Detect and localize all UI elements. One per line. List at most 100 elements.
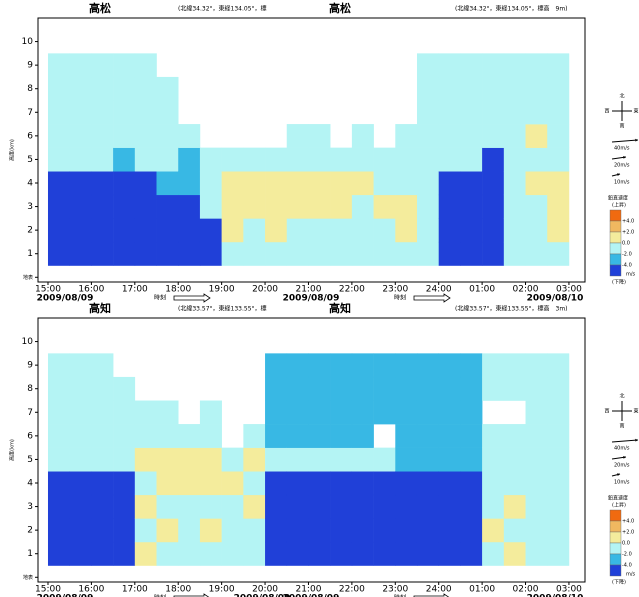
velocity-cell (48, 218, 70, 242)
velocity-cell (135, 495, 157, 519)
velocity-cell (526, 542, 548, 566)
time-label: 時刻 (394, 594, 406, 597)
velocity-cell (200, 471, 222, 495)
velocity-cell (439, 424, 461, 448)
velocity-cell (287, 124, 309, 148)
velocity-cell (330, 542, 352, 566)
station-location: (北緯33.57°，東経133.55°，標高 3m) (455, 305, 568, 313)
velocity-cell (395, 401, 417, 425)
velocity-cell (374, 242, 396, 266)
velocity-cell (157, 401, 179, 425)
velocity-cell (526, 218, 548, 242)
velocity-cell (547, 377, 569, 401)
velocity-cell (222, 171, 244, 195)
velocity-cell (135, 424, 157, 448)
velocity-cell (178, 495, 200, 519)
legend-level: -4.0 (622, 563, 632, 569)
y-axis-label: 高度(km) (9, 139, 16, 161)
velocity-cell (308, 448, 330, 472)
velocity-cell (504, 101, 526, 125)
velocity-cell (504, 448, 526, 472)
velocity-cell (113, 171, 135, 195)
velocity-cell (48, 148, 70, 172)
velocity-cell (526, 353, 548, 377)
legend-level: -2.0 (622, 252, 632, 258)
x-tick-label: 18:00 (165, 585, 191, 595)
velocity-cell (417, 77, 439, 101)
velocity-cell (374, 353, 396, 377)
velocity-cell (374, 518, 396, 542)
speed-arrow (612, 140, 638, 142)
velocity-cell (526, 424, 548, 448)
velocity-cell (352, 353, 374, 377)
velocity-cell (70, 124, 92, 148)
velocity-cell (70, 77, 92, 101)
velocity-cell (547, 171, 569, 195)
velocity-cell (330, 495, 352, 519)
velocity-cell (395, 471, 417, 495)
velocity-cell (395, 448, 417, 472)
velocity-cell (157, 495, 179, 519)
velocity-cell (352, 448, 374, 472)
velocity-cell (157, 195, 179, 219)
velocity-cell (200, 424, 222, 448)
compass-label: 東 (633, 408, 638, 415)
y-tick-label: 4 (27, 179, 33, 189)
velocity-cell (526, 518, 548, 542)
velocity-cell (547, 448, 569, 472)
date-label: 2009/08/09 (37, 294, 94, 304)
speed-arrow-head (635, 439, 638, 442)
velocity-cell (526, 471, 548, 495)
velocity-cell (48, 53, 70, 77)
velocity-cell (439, 471, 461, 495)
velocity-cell (439, 77, 461, 101)
speed-label: 40m/s (614, 446, 630, 452)
velocity-cell (308, 518, 330, 542)
velocity-cell (547, 53, 569, 77)
velocity-cell (265, 542, 287, 566)
velocity-cell (243, 148, 265, 172)
velocity-cell (48, 77, 70, 101)
velocity-cell (91, 171, 113, 195)
velocity-cell (395, 195, 417, 219)
velocity-cell (504, 471, 526, 495)
velocity-cell (526, 448, 548, 472)
y-tick-label: 2 (27, 226, 33, 236)
velocity-cell (222, 218, 244, 242)
velocity-cell (308, 242, 330, 266)
velocity-cell (265, 353, 287, 377)
station-title: 高松 (329, 1, 351, 15)
legend-swatch (610, 243, 621, 254)
velocity-cell (91, 195, 113, 219)
wind-profiler-page: 高松(北緯34.32°，東経134.05°，標高松(北緯34.32°，東経134… (0, 0, 639, 597)
y-tick-label: 5 (27, 455, 33, 465)
velocity-cell (200, 518, 222, 542)
velocity-cell (70, 148, 92, 172)
velocity-cell (352, 218, 374, 242)
velocity-cell (200, 495, 222, 519)
velocity-cell (243, 542, 265, 566)
velocity-cell (482, 218, 504, 242)
velocity-cell (200, 401, 222, 425)
velocity-cell (395, 424, 417, 448)
velocity-cell (265, 518, 287, 542)
velocity-cell (460, 171, 482, 195)
velocity-cell (113, 53, 135, 77)
velocity-cell (200, 195, 222, 219)
legend-level: +2.0 (622, 230, 634, 236)
velocity-cell (287, 242, 309, 266)
velocity-cell (482, 171, 504, 195)
velocity-cell (352, 242, 374, 266)
velocity-cell (482, 53, 504, 77)
velocity-cell (91, 148, 113, 172)
velocity-cell (265, 171, 287, 195)
velocity-cell (395, 171, 417, 195)
velocity-cell (91, 518, 113, 542)
velocity-cell (330, 218, 352, 242)
velocity-cell (157, 101, 179, 125)
y-tick-label: 3 (27, 502, 33, 512)
velocity-cell (135, 171, 157, 195)
velocity-cell (70, 171, 92, 195)
velocity-cell (157, 471, 179, 495)
velocity-cell (482, 471, 504, 495)
